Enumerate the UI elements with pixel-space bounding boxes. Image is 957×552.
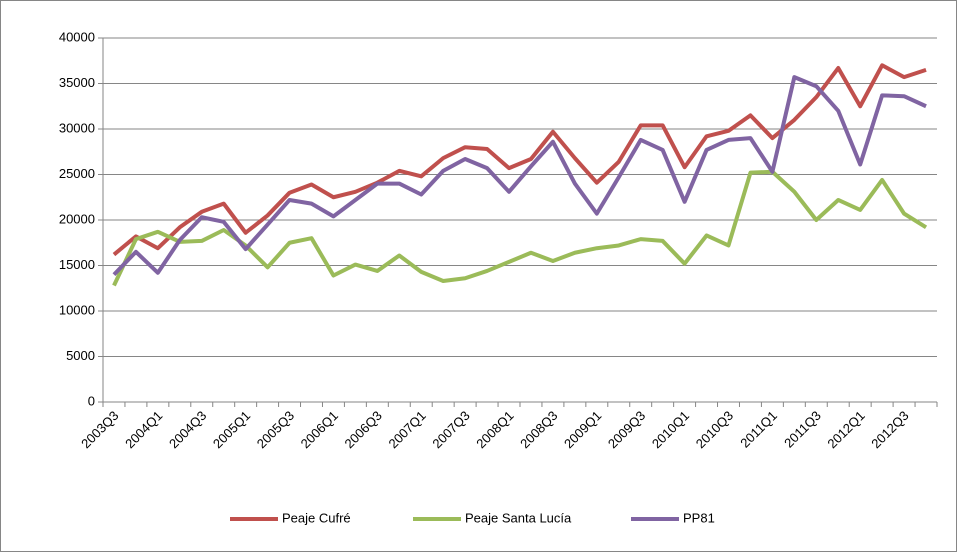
- legend-label: Peaje Santa Lucía: [465, 510, 572, 525]
- y-tick-label: 30000: [59, 120, 95, 135]
- y-tick-label: 15000: [59, 257, 95, 272]
- y-tick-label: 10000: [59, 302, 95, 317]
- series-line: [112, 63, 927, 257]
- y-tick-label: 20000: [59, 211, 95, 226]
- series-line: [112, 75, 927, 276]
- y-tick-label: 40000: [59, 29, 95, 44]
- y-tick-label: 0: [88, 393, 95, 408]
- series-line: [112, 169, 928, 287]
- legend-label: Peaje Cufré: [282, 510, 351, 525]
- legend-label: PP81: [683, 510, 715, 525]
- y-tick-label: 25000: [59, 166, 95, 181]
- y-tick-label: 35000: [59, 75, 95, 90]
- y-tick-label: 5000: [66, 348, 95, 363]
